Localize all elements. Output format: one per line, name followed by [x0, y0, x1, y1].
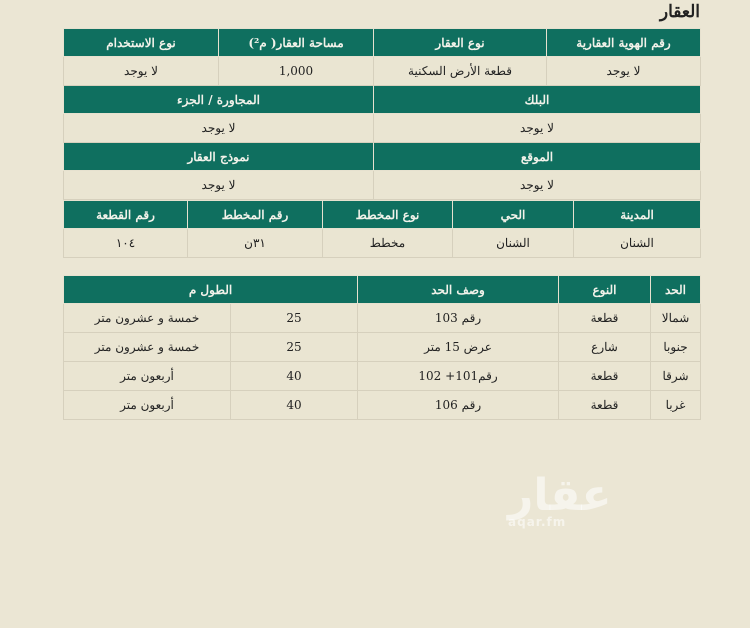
value-row: لا يوجد قطعة الأرض السكنية 1,000 لا يوجد: [63, 56, 701, 86]
cell: 40: [230, 361, 359, 391]
value-cell: لا يوجد: [373, 113, 701, 143]
cell: شرقا: [650, 361, 702, 391]
cell: أربعون متر: [62, 361, 232, 391]
cell: جنوبا: [650, 332, 702, 362]
value-cell: 1,000: [218, 56, 374, 86]
cell: قطعة: [558, 361, 652, 391]
watermark-logo: عقار aqar.fm: [508, 470, 612, 529]
header-cell: نوع المخطط: [322, 200, 453, 229]
cell: خمسة و عشرون متر: [62, 332, 232, 362]
value-cell: لا يوجد: [63, 113, 374, 143]
cell: رقم101+ 102: [357, 361, 560, 391]
value-cell: لا يوجد: [373, 170, 701, 200]
cell: 40: [230, 390, 359, 420]
table-row: شرقا قطعة رقم101+ 102 40 أربعون متر: [62, 361, 702, 391]
boundaries-table: الحد النوع وصف الحد الطول م شمالا قطعة ر…: [62, 275, 702, 420]
value-cell: قطعة الأرض السكنية: [373, 56, 547, 86]
header-cell: الطول م: [62, 275, 359, 304]
header-cell: نوع العقار: [373, 28, 547, 57]
table-row: جنوبا شارع عرض 15 متر 25 خمسة و عشرون مت…: [62, 332, 702, 362]
header-cell: المدينة: [573, 200, 701, 229]
cell: شمالا: [650, 303, 702, 333]
header-cell: المجاورة / الجزء: [63, 85, 374, 114]
value-cell: الشنان: [573, 228, 701, 258]
value-row: الشنان الشنان مخطط ٣١ن ١٠٤: [63, 228, 701, 258]
cell: عرض 15 متر: [357, 332, 560, 362]
cell: 25: [230, 303, 359, 333]
value-cell: الشنان: [452, 228, 574, 258]
value-cell: لا يوجد: [546, 56, 701, 86]
value-cell: لا يوجد: [63, 56, 219, 86]
table-row: غربا قطعة رقم 106 40 أربعون متر: [62, 390, 702, 420]
header-cell: الحي: [452, 200, 574, 229]
cell: خمسة و عشرون متر: [62, 303, 232, 333]
cell: أربعون متر: [62, 390, 232, 420]
header-row: الموقع نموذج العقار: [63, 142, 701, 171]
header-cell: رقم الهوية العقارية: [546, 28, 701, 57]
value-row: لا يوجد لا يوجد: [63, 170, 701, 200]
location-table: المدينة الحي نوع المخطط رقم المخطط رقم ا…: [63, 200, 701, 258]
header-row: المدينة الحي نوع المخطط رقم المخطط رقم ا…: [63, 200, 701, 229]
watermark-text: عقار: [508, 470, 612, 521]
property-table: رقم الهوية العقارية نوع العقار مساحة الع…: [63, 28, 701, 200]
cell: قطعة: [558, 303, 652, 333]
table-row: شمالا قطعة رقم 103 25 خمسة و عشرون متر: [62, 303, 702, 333]
header-cell: النوع: [558, 275, 652, 304]
header-cell: نوع الاستخدام: [63, 28, 219, 57]
header-cell: البلك: [373, 85, 701, 114]
header-cell: الحد: [650, 275, 702, 304]
cell: قطعة: [558, 390, 652, 420]
header-row: رقم الهوية العقارية نوع العقار مساحة الع…: [63, 28, 701, 57]
cell: رقم 106: [357, 390, 560, 420]
header-cell: مساحة العقار( م²): [218, 28, 374, 57]
header-cell: رقم المخطط: [187, 200, 323, 229]
header-cell: وصف الحد: [357, 275, 560, 304]
cell: شارع: [558, 332, 652, 362]
value-cell: مخطط: [322, 228, 453, 258]
header-cell: الموقع: [373, 142, 701, 171]
header-cell: رقم القطعة: [63, 200, 188, 229]
value-cell: ٣١ن: [187, 228, 323, 258]
cell: رقم 103: [357, 303, 560, 333]
value-cell: ١٠٤: [63, 228, 188, 258]
watermark-url: aqar.fm: [508, 515, 567, 529]
value-cell: لا يوجد: [63, 170, 374, 200]
cell: 25: [230, 332, 359, 362]
section-title: العقار: [659, 2, 700, 22]
header-row: البلك المجاورة / الجزء: [63, 85, 701, 114]
header-cell: نموذج العقار: [63, 142, 374, 171]
cell: غربا: [650, 390, 702, 420]
value-row: لا يوجد لا يوجد: [63, 113, 701, 143]
header-row: الحد النوع وصف الحد الطول م: [62, 275, 702, 304]
